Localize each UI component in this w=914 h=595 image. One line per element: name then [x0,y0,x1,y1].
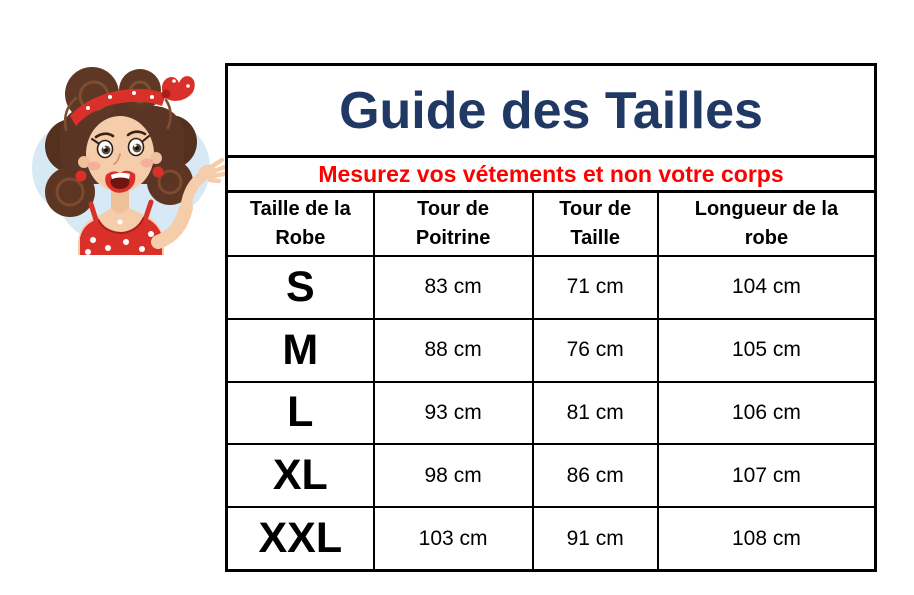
header-line: Taille de la [249,198,351,220]
size-label: S [228,257,375,318]
size-label: L [228,382,375,444]
size-guide-table: Guide des Tailles Mesurez vos vétements … [225,63,877,572]
length-value: 108 cm [731,526,801,550]
headband-bow [70,76,195,126]
chest-value: 83 cm [375,257,534,318]
column-header-dress-size: Taille de la Robe [228,193,375,255]
chest-value: 93 cm [375,382,534,444]
table-row-m: M 88 cm 76 cm 105 cm [228,319,874,383]
size-label: XL [228,445,375,507]
column-header-dress-length: Longueur de la robe [659,193,874,255]
waist-value: 86 cm [534,445,659,507]
column-header-chest: Tour de Poitrine [375,193,534,255]
pinup-woman-illustration [32,67,228,255]
measurement-note: Mesurez vos vétements et non votre corps [318,160,784,187]
title-row: Guide des Tailles [228,66,874,158]
header-line: Poitrine [415,227,491,249]
table-row-xl: XL 98 cm 86 cm 107 cm [228,445,874,509]
header-line: robe [744,227,789,249]
table-row-xxl: XXL 103 cm 91 cm 108 cm [228,508,874,569]
table-header-row: Taille de la Robe Tour de Poitrine Tour … [228,193,874,257]
face [75,116,164,193]
chest-value: 103 cm [375,508,534,569]
size-label: XXL [228,508,375,569]
waist-value: 71 cm [534,257,659,318]
header-line: Taille [570,227,621,249]
table-row-l: L 93 cm 81 cm 106 cm [228,382,874,446]
size-label: M [228,319,375,381]
chest-value: 88 cm [375,319,534,381]
waist-value: 76 cm [534,319,659,381]
header-line: Tour de [417,198,490,220]
presenting-arm [151,157,228,249]
column-header-waist: Tour de Taille [534,193,659,255]
header-line: Longueur de la [694,198,839,220]
length-value: 104 cm [731,275,801,299]
length-value: 106 cm [731,400,801,424]
header-line: Tour de [559,198,632,220]
length-value: 105 cm [731,338,801,362]
waist-value: 91 cm [534,508,659,569]
waist-value: 81 cm [534,382,659,444]
table-row-s: S 83 cm 71 cm 104 cm [228,257,874,320]
header-line: Robe [275,227,326,249]
page-title: Guide des Tailles [339,81,763,140]
polka-dot-top [80,199,162,255]
chest-value: 98 cm [375,445,534,507]
length-value: 107 cm [731,463,801,487]
subtitle-row: Mesurez vos vétements et non votre corps [228,158,874,193]
